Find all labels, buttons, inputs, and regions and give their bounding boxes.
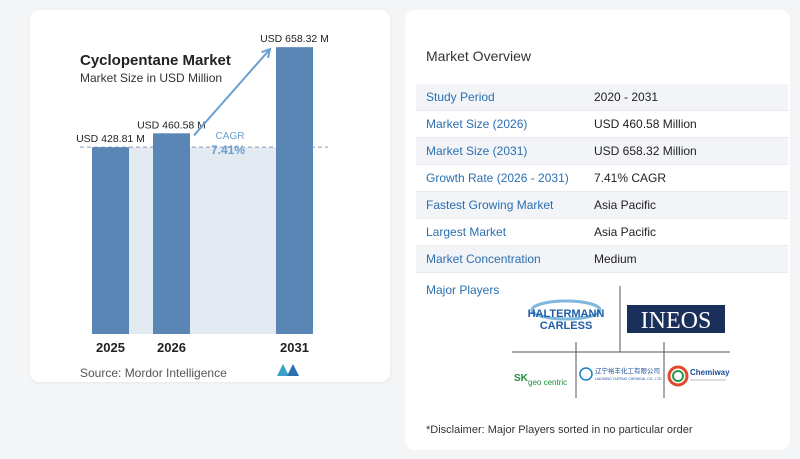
- source-text: Source: Mordor Intelligence: [80, 366, 227, 380]
- cagr-arrow-head: [261, 47, 272, 59]
- bar-2025: [92, 147, 129, 334]
- disclaimer-text: *Disclaimer: Major Players sorted in no …: [426, 424, 693, 436]
- data-label: USD 428.81 M: [76, 133, 145, 145]
- overview-row-label: Market Size (2026): [426, 117, 528, 131]
- cagr-arrow-line: [193, 48, 271, 136]
- bar-2031: [276, 47, 313, 334]
- overview-row-label: Growth Rate (2026 - 2031): [426, 171, 569, 185]
- background-band: [129, 147, 276, 334]
- overview-row-value: 7.41% CAGR: [594, 171, 667, 185]
- overview-row-label: Largest Market: [426, 225, 507, 239]
- major-players-title: Major Players: [426, 283, 500, 297]
- overview-row: Growth Rate (2026 - 2031) 7.41% CAGR: [416, 165, 788, 192]
- overview-row: Largest Market Asia Pacific: [416, 219, 788, 246]
- data-label: USD 658.32 M: [260, 33, 329, 45]
- overview-row-value: Medium: [594, 252, 637, 266]
- overview-row-value: Asia Pacific: [594, 198, 657, 212]
- chart-title: Cyclopentane Market: [80, 52, 231, 69]
- x-tick-label: 2025: [96, 340, 125, 355]
- overview-row-value: USD 460.58 Million: [594, 117, 697, 131]
- overview-row-label: Fastest Growing Market: [426, 198, 554, 212]
- overview-title: Market Overview: [426, 48, 532, 64]
- overview-row: Market Concentration Medium: [416, 246, 788, 273]
- overview-row-label: Market Size (2031): [426, 144, 528, 158]
- cagr-label: CAGR: [216, 131, 245, 142]
- x-tick-label: 2026: [157, 340, 186, 355]
- mordor-logo-icon: [277, 364, 299, 376]
- overview-row-value: Asia Pacific: [594, 225, 657, 239]
- cagr-value: 7.41%: [211, 143, 245, 157]
- chart-subtitle: Market Size in USD Million: [80, 71, 223, 85]
- overview-row: Study Period 2020 - 2031: [416, 84, 788, 111]
- overview-row: Fastest Growing Market Asia Pacific: [416, 192, 788, 219]
- overview-row: Market Size (2026) USD 460.58 Million: [416, 111, 788, 138]
- overview-row-value: USD 658.32 Million: [594, 144, 697, 158]
- x-tick-label: 2031: [280, 340, 309, 355]
- data-label: USD 460.58 M: [137, 119, 206, 131]
- bar-chart: USD 428.81 M 2025 USD 460.58 M 2026 USD 658.…: [76, 33, 329, 355]
- market-overview-panel: [405, 10, 790, 450]
- overview-row: Market Size (2031) USD 658.32 Million: [416, 138, 788, 165]
- bar-2026: [153, 133, 190, 334]
- overview-row-value: 2020 - 2031: [594, 90, 659, 104]
- overview-row-label: Market Concentration: [426, 252, 541, 266]
- overview-row-label: Study Period: [426, 90, 495, 104]
